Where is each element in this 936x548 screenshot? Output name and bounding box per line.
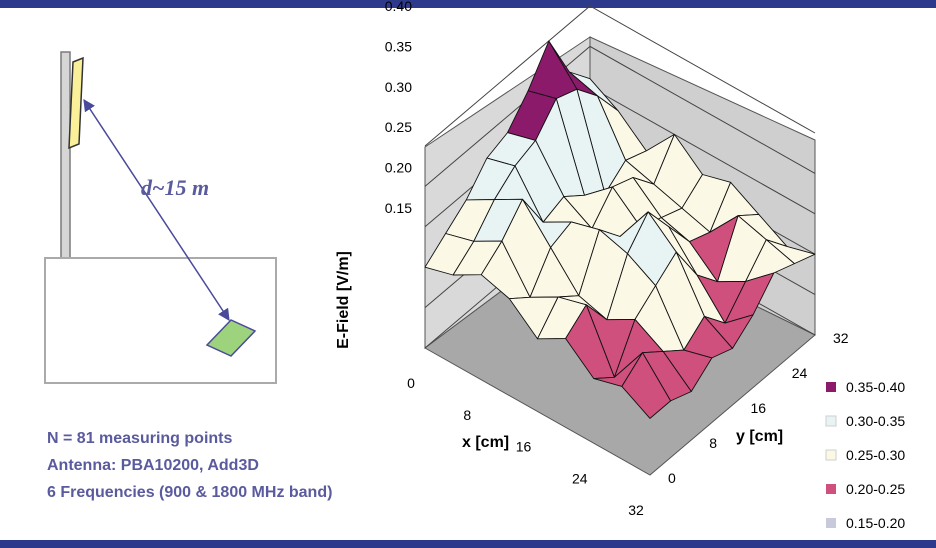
distance-arrow (83, 98, 230, 322)
legend-label: 0.30-0.35 (846, 413, 905, 429)
note-frequencies: 6 Frequencies (900 & 1800 MHz band) (47, 484, 333, 501)
z-tick-label: 0.35 (385, 38, 412, 54)
surface-mesh (424, 40, 816, 419)
measurement-area (205, 319, 257, 357)
y-axis-title: y [cm] (736, 428, 783, 445)
y-axis-ticks: 0 8 16 24 32 (668, 330, 849, 486)
antenna-panel (68, 56, 84, 150)
x-axis-ticks: 0 8 16 24 32 (407, 375, 644, 518)
gridline (424, 5, 816, 147)
chart-legend: 0.35-0.40 0.30-0.35 0.25-0.30 0.20-0.25 0.15… (825, 379, 905, 531)
x-axis-title: x [cm] (462, 434, 509, 451)
x-tick-label: 16 (516, 439, 532, 455)
y-tick-label: 0 (668, 470, 676, 486)
legend-swatch (826, 382, 836, 392)
legend-swatch (826, 518, 836, 528)
legend-swatch (826, 484, 836, 494)
z-axis-title: E-Field [V/m] (335, 251, 352, 349)
distance-label: d~15 m (141, 175, 209, 200)
bottom-border-bar (0, 540, 936, 548)
measurement-setup-diagram: d~15 m (44, 51, 277, 384)
top-border-bar (0, 0, 936, 8)
legend-swatch (825, 449, 837, 461)
y-tick-label: 8 (709, 435, 717, 451)
note-antenna: Antenna: PBA10200, Add3D (47, 457, 259, 474)
x-tick-label: 8 (463, 407, 471, 423)
legend-label: 0.25-0.30 (846, 447, 905, 463)
legend-swatch (825, 415, 837, 427)
legend-label: 0.20-0.25 (846, 481, 905, 497)
legend-label: 0.35-0.40 (846, 379, 905, 395)
x-tick-label: 32 (628, 502, 644, 518)
y-tick-label: 24 (792, 365, 808, 381)
z-tick-label: 0.40 (385, 0, 412, 14)
z-axis-ticks: 0.15 0.20 0.25 0.30 0.35 0.40 (385, 0, 412, 216)
gridline (424, 45, 816, 187)
y-tick-label: 16 (751, 400, 767, 416)
legend-label: 0.15-0.20 (846, 515, 905, 531)
z-tick-label: 0.30 (385, 79, 412, 95)
z-tick-label: 0.25 (385, 119, 412, 135)
z-tick-label: 0.20 (385, 160, 412, 176)
x-tick-label: 0 (407, 375, 415, 391)
surface-cell (621, 352, 672, 419)
z-tick-label: 0.15 (385, 200, 412, 216)
y-tick-label: 32 (833, 330, 849, 346)
note-measuring-points: N = 81 measuring points (47, 430, 233, 447)
x-tick-label: 24 (572, 470, 588, 486)
